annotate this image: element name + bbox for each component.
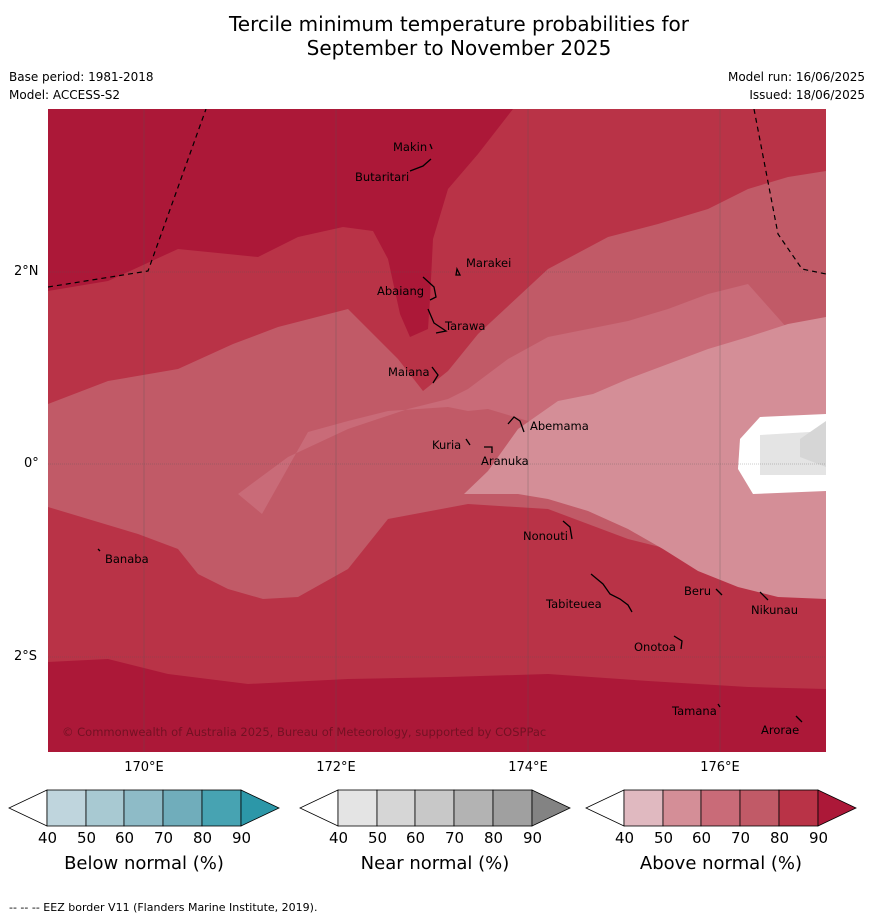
island-aranuka — [484, 446, 493, 453]
label-tamana: Tamana — [671, 704, 717, 718]
cb1-tick-50: 50 — [77, 829, 97, 847]
island-maiana — [431, 366, 439, 384]
island-beru — [715, 588, 723, 596]
island-butaritari — [409, 158, 432, 172]
title-line-1: Tercile minimum temperature probabilitie… — [228, 12, 690, 36]
label-beru: Beru — [684, 584, 711, 598]
label-abaiang: Abaiang — [377, 284, 424, 298]
island-tabiteuea — [590, 573, 633, 613]
colorbar-above — [585, 789, 857, 827]
copyright-text: © Commonwealth of Australia 2025, Bureau… — [62, 725, 546, 739]
issued-date: Issued: 18/06/2025 — [749, 88, 865, 102]
label-nikunau: Nikunau — [751, 603, 798, 617]
island-tarawa — [427, 308, 448, 334]
label-onotoa: Onotoa — [634, 640, 676, 654]
lat-label-2s: 2°S — [14, 649, 38, 664]
cb2-tick-40: 40 — [329, 829, 349, 847]
colorbar-near — [299, 789, 571, 827]
label-tabiteuea: Tabiteuea — [545, 597, 602, 611]
label-kuria: Kuria — [432, 438, 461, 452]
label-arorae: Arorae — [761, 723, 799, 737]
island-makin — [429, 143, 433, 150]
island-kuria — [465, 438, 471, 446]
label-butaritari: Butaritari — [355, 170, 409, 184]
island-nikunau — [759, 591, 769, 601]
cb2-tick-60: 60 — [406, 829, 426, 847]
cb2-tick-90: 90 — [523, 829, 543, 847]
island-abaiang — [422, 276, 437, 301]
place-labels: Makin Butaritari Marakei Abaiang Tarawa … — [105, 140, 799, 737]
title-line-2: September to November 2025 — [306, 36, 612, 60]
cb3-tick-80: 80 — [770, 829, 790, 847]
island-marakei — [455, 266, 462, 276]
map-title: Tercile minimum temperature probabilitie… — [0, 12, 873, 60]
model-name: Model: ACCESS-S2 — [9, 88, 121, 102]
lon-label-170: 170°E — [124, 760, 164, 775]
label-banaba: Banaba — [105, 552, 149, 566]
cb3-tick-60: 60 — [692, 829, 712, 847]
cb2-tick-80: 80 — [484, 829, 504, 847]
lat-label-2n: 2°N — [14, 264, 39, 279]
island-onotoa — [673, 635, 683, 650]
cb2-tick-70: 70 — [445, 829, 465, 847]
island-banaba — [97, 548, 101, 552]
label-tarawa: Tarawa — [444, 319, 485, 333]
cb1-tick-80: 80 — [193, 829, 213, 847]
colorbar-title-near: Near normal (%) — [360, 853, 510, 874]
island-tamana — [717, 703, 721, 708]
colorbar-title-above: Above normal (%) — [639, 853, 803, 874]
cb1-tick-60: 60 — [115, 829, 135, 847]
cb3-tick-90: 90 — [809, 829, 829, 847]
cb3-tick-70: 70 — [731, 829, 751, 847]
island-arorae — [795, 715, 803, 723]
lon-label-176: 176°E — [700, 760, 740, 775]
lon-label-174: 174°E — [508, 760, 548, 775]
island-nonouti — [562, 520, 573, 540]
label-aranuka: Aranuka — [481, 454, 529, 468]
lon-label-172: 172°E — [316, 760, 356, 775]
map-panel: Makin Butaritari Marakei Abaiang Tarawa … — [48, 109, 826, 752]
islands — [97, 143, 803, 723]
meta-left: Base period: 1981-2018 Model: ACCESS-S2 — [9, 68, 154, 104]
model-run: Model run: 16/06/2025 — [727, 70, 865, 84]
meta-right: Model run: 16/06/2025 Issued: 18/06/2025 — [728, 68, 865, 104]
cb1-tick-90: 90 — [232, 829, 252, 847]
colorbar-title-below: Below normal (%) — [64, 853, 224, 874]
cb3-tick-50: 50 — [654, 829, 674, 847]
footer-legend: -- -- -- EEZ border V11 (Flanders Marine… — [9, 901, 318, 914]
graticule — [48, 109, 826, 752]
label-nonouti: Nonouti — [523, 529, 568, 543]
label-marakei: Marakei — [466, 256, 511, 270]
colorbar-below — [8, 789, 280, 827]
colorbars-svg — [8, 789, 857, 827]
island-abemama — [507, 416, 525, 433]
cb2-tick-50: 50 — [368, 829, 388, 847]
map-svg: Makin Butaritari Marakei Abaiang Tarawa … — [48, 109, 826, 752]
label-abemama: Abemama — [530, 419, 589, 433]
eez-border — [48, 109, 826, 288]
band-50 — [464, 317, 826, 599]
label-maiana: Maiana — [388, 365, 430, 379]
base-period: Base period: 1981-2018 — [9, 70, 154, 84]
lat-label-0: 0° — [24, 456, 39, 471]
cb1-tick-40: 40 — [38, 829, 58, 847]
near-normal-patch-inner2 — [800, 421, 826, 467]
cb1-tick-70: 70 — [154, 829, 174, 847]
cb3-tick-40: 40 — [615, 829, 635, 847]
label-makin: Makin — [393, 140, 427, 154]
